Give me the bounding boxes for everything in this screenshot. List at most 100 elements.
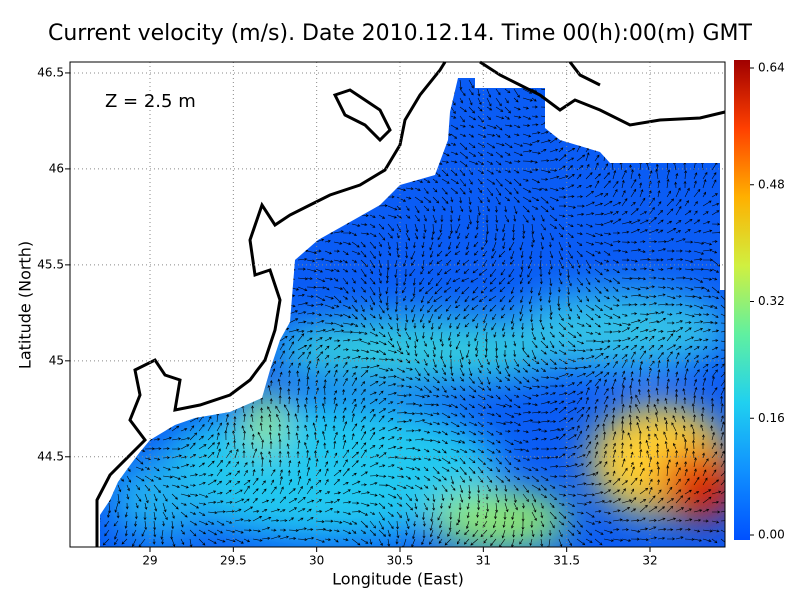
arrow	[171, 232, 180, 241]
arrow	[576, 195, 584, 199]
arrow	[207, 538, 217, 544]
arrow	[252, 106, 256, 117]
arrow	[423, 349, 429, 358]
arrow	[464, 295, 470, 303]
arrow	[567, 205, 577, 209]
arrow	[306, 457, 311, 468]
arrow	[261, 516, 272, 522]
arrow	[502, 232, 506, 242]
arrow	[621, 230, 630, 234]
arrow	[657, 302, 669, 306]
arrow	[108, 142, 115, 147]
arrow	[117, 430, 127, 436]
arrow	[441, 97, 447, 104]
arrow	[522, 394, 532, 400]
arrow	[450, 448, 460, 453]
arrow	[495, 178, 503, 187]
arrow	[486, 160, 494, 165]
arrow	[387, 241, 391, 250]
arrow	[720, 348, 725, 352]
arrow	[639, 487, 649, 495]
arrow	[171, 349, 181, 356]
arrow	[621, 295, 629, 299]
arrow	[315, 303, 324, 307]
arrow	[494, 79, 498, 87]
arrow	[711, 431, 715, 441]
arrow	[225, 385, 230, 396]
arrow	[315, 351, 324, 360]
arrow	[423, 97, 429, 103]
arrow	[630, 377, 634, 387]
arrow	[169, 295, 173, 304]
arrow	[549, 436, 560, 441]
arrow	[216, 331, 226, 336]
arrow	[449, 322, 452, 329]
arrow	[153, 241, 158, 251]
arrow	[288, 318, 299, 324]
arrow	[277, 169, 281, 180]
arrow	[693, 320, 704, 324]
arrow	[135, 133, 146, 137]
arrow	[432, 430, 442, 434]
arrow	[567, 110, 574, 117]
arrow	[171, 367, 180, 372]
colorbar-tick-label: 0.32	[758, 294, 785, 308]
arrow	[198, 223, 205, 228]
arrow	[474, 331, 479, 342]
arrow	[304, 403, 308, 414]
arrow	[693, 90, 698, 99]
arrow	[108, 178, 115, 184]
arrow	[684, 321, 692, 325]
arrow	[333, 313, 344, 317]
arrow	[387, 148, 395, 153]
arrow	[250, 413, 254, 423]
arrow	[540, 241, 544, 250]
arrow	[507, 277, 515, 285]
arrow	[162, 140, 173, 144]
arrow	[693, 327, 704, 333]
arrow	[630, 107, 634, 117]
arrow	[629, 443, 633, 450]
arrow	[360, 214, 369, 217]
arrow	[585, 232, 596, 238]
arrow	[628, 414, 632, 423]
arrow	[504, 475, 511, 482]
arrow	[250, 133, 254, 144]
arrow	[387, 187, 397, 191]
arrow	[585, 304, 595, 311]
arrow	[639, 250, 646, 254]
arrow	[216, 241, 225, 247]
arrow	[369, 431, 376, 441]
arrow	[468, 430, 477, 436]
arrow	[594, 202, 604, 207]
arrow	[160, 277, 164, 286]
arrow	[612, 189, 618, 198]
arrow	[594, 304, 604, 311]
arrow	[621, 151, 626, 162]
y-tick-label: 45.5	[37, 257, 64, 271]
arrow	[548, 295, 551, 304]
arrow	[720, 92, 724, 99]
arrow	[189, 259, 195, 269]
arrow	[675, 489, 682, 495]
arrow	[646, 450, 650, 459]
arrow	[549, 358, 557, 366]
arrow	[602, 144, 606, 153]
arrow	[549, 205, 555, 211]
arrow	[621, 354, 628, 360]
arrow	[342, 348, 349, 352]
arrow	[295, 123, 299, 135]
arrow	[620, 420, 624, 432]
arrow	[243, 352, 250, 360]
arrow	[414, 385, 423, 391]
arrow	[450, 475, 455, 485]
arrow	[558, 232, 564, 238]
arrow	[261, 319, 271, 324]
arrow	[691, 154, 695, 162]
arrow	[459, 403, 468, 410]
arrow	[180, 158, 191, 162]
arrow	[306, 478, 311, 486]
arrow	[153, 437, 161, 441]
arrow	[306, 517, 314, 522]
arrow	[441, 196, 449, 204]
